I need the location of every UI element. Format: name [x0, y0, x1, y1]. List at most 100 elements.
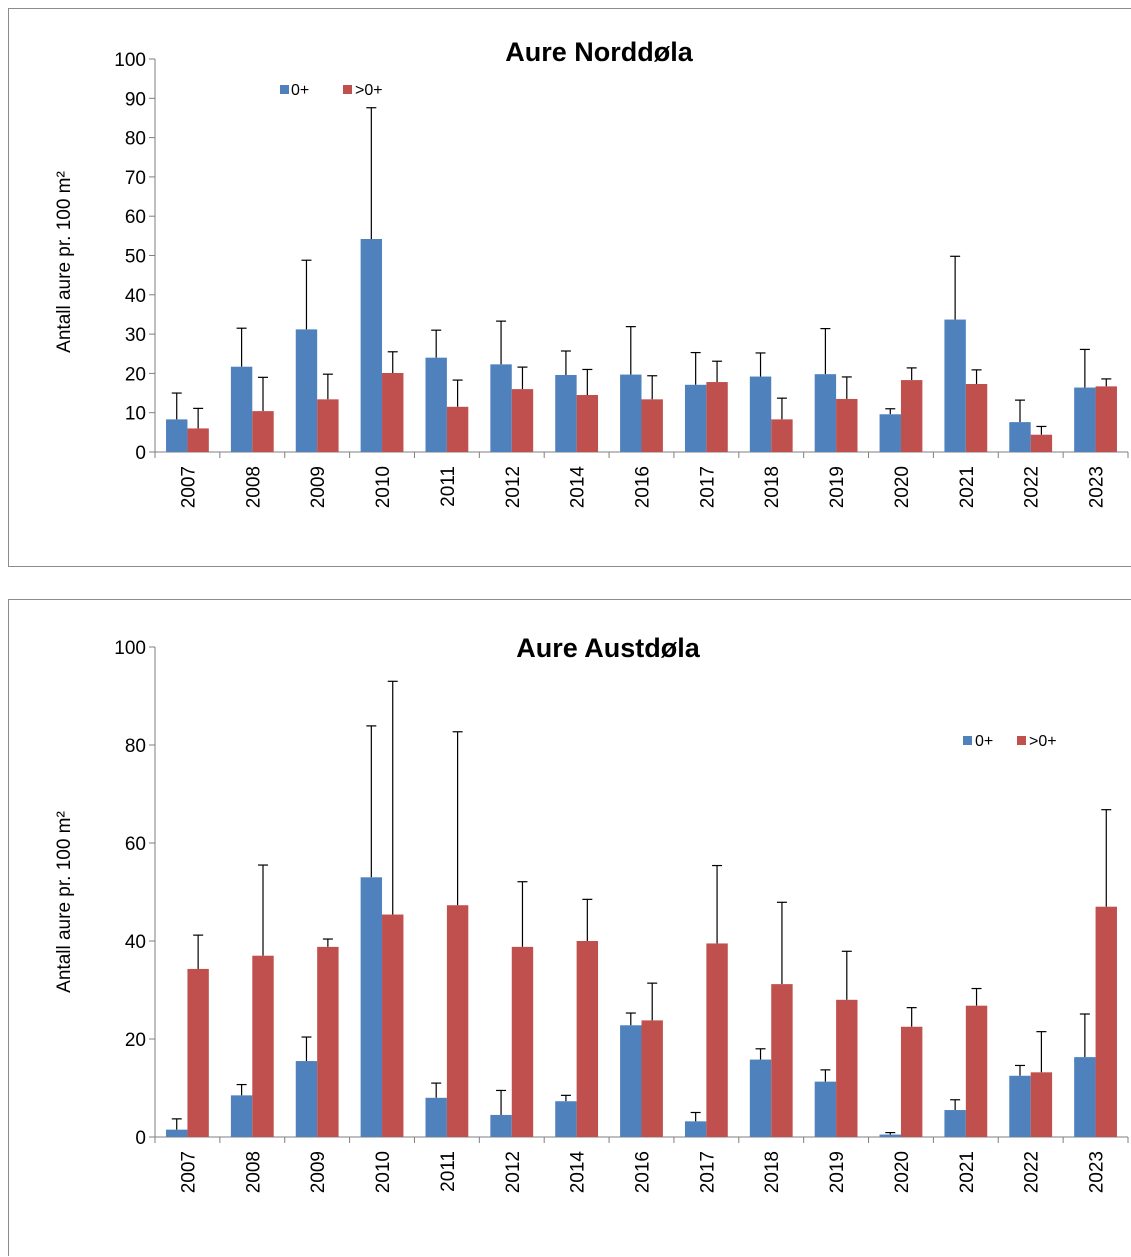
x-tick-label: 2009 [308, 466, 329, 508]
bar [965, 384, 988, 452]
y-axis-label: Antall aure pr. 100 m² [54, 811, 75, 993]
x-tick-label: 2017 [697, 1151, 718, 1193]
bar [187, 968, 209, 1137]
bar [900, 380, 923, 452]
bar [555, 1101, 577, 1137]
bar [814, 374, 837, 452]
y-tick-label: 20 [125, 364, 146, 385]
bar [1095, 386, 1117, 452]
x-tick-label: 2017 [697, 466, 718, 508]
bar [771, 419, 793, 452]
x-tick-label: 2007 [178, 466, 199, 508]
y-tick-label: 100 [114, 638, 146, 659]
y-tick-label: 10 [125, 404, 146, 425]
y-tick-label: 70 [125, 168, 146, 189]
bar [836, 999, 858, 1137]
bar [749, 376, 772, 452]
bar [576, 941, 599, 1137]
bar [620, 1025, 642, 1137]
bar [166, 1129, 188, 1137]
y-tick-label: 40 [125, 932, 146, 953]
bar [965, 1005, 988, 1137]
bar [706, 943, 728, 1137]
bar [511, 389, 534, 452]
y-tick-label: 40 [125, 286, 146, 307]
x-tick-label: 2020 [892, 466, 913, 508]
bar [317, 399, 339, 452]
bar [360, 238, 383, 452]
x-tick-label: 2022 [1022, 466, 1043, 508]
bar [317, 946, 339, 1137]
y-axis-label: Antall aure pr. 100 m² [54, 171, 75, 353]
x-tick-label: 2022 [1022, 1151, 1043, 1193]
legend-label-0: 0+ [291, 82, 309, 99]
legend-label-0: 0+ [975, 733, 993, 750]
x-tick-label: 2019 [827, 1151, 848, 1193]
legend-swatch-1 [1017, 736, 1026, 745]
y-tick-label: 60 [125, 834, 146, 855]
bar [230, 1095, 253, 1137]
legend-label-1: >0+ [1029, 733, 1057, 750]
chart-panel-austdola: Aure Austdøla Antall aure pr. 100 m² 0+ … [8, 599, 1131, 1256]
bar [620, 374, 642, 452]
bar [1030, 1072, 1053, 1137]
bar [252, 411, 274, 452]
bar [382, 373, 404, 452]
legend-swatch-0 [280, 85, 289, 94]
x-tick-label: 2019 [827, 466, 848, 508]
y-tick-label: 0 [135, 1128, 146, 1149]
x-tick-label: 2012 [503, 1151, 524, 1193]
bar [684, 384, 707, 452]
y-tick-label: 60 [125, 207, 146, 228]
bar [749, 1059, 772, 1137]
bar [706, 382, 728, 452]
legend-label-1: >0+ [355, 82, 383, 99]
x-tick-label: 2007 [178, 1151, 199, 1193]
plot-area: 0 10 20 30 40 50 60 70 80 90 100 2007 2008 2009 2010 20… [114, 50, 1129, 509]
bar [511, 946, 534, 1137]
y-tick-label: 30 [125, 325, 146, 346]
x-tick-label: 2011 [438, 1151, 459, 1192]
bar [1009, 422, 1031, 452]
y-tick-label: 80 [125, 736, 146, 757]
chart-austdola: Aure Austdøla Antall aure pr. 100 m² 0+ … [54, 633, 1129, 1194]
bar [576, 395, 599, 452]
bar [446, 905, 469, 1137]
x-tick-label: 2010 [373, 1151, 394, 1193]
bar [1030, 434, 1053, 452]
y-tick-label: 0 [135, 443, 146, 464]
bar [944, 319, 966, 452]
bar [295, 1061, 318, 1137]
plot-area: 0 20 40 60 80 100 2007 2008 2009 2010 2011 2012 2014… [114, 638, 1129, 1194]
chart-panel-norddola: Aure Norddøla Antall aure pr. 100 m² 0+ … [8, 8, 1131, 567]
bar [490, 364, 512, 452]
x-tick-label: 2018 [762, 466, 783, 508]
bar [166, 419, 188, 452]
x-tick-label: 2010 [373, 466, 394, 508]
bar [641, 1020, 663, 1137]
bar [295, 329, 318, 452]
x-tick-label: 2014 [568, 1151, 589, 1194]
x-tick-label: 2021 [957, 1151, 978, 1193]
bar [1074, 387, 1096, 452]
x-tick-label: 2016 [633, 466, 654, 508]
chart-title: Aure Austdøla [516, 633, 700, 663]
x-tick-label: 2018 [762, 1151, 783, 1193]
chart-norddola: Aure Norddøla Antall aure pr. 100 m² 0+ … [54, 37, 1129, 509]
x-tick-label: 2014 [568, 466, 589, 509]
x-tick-label: 2009 [308, 1151, 329, 1193]
bar [771, 984, 793, 1137]
bar [836, 398, 858, 452]
bar [187, 428, 209, 452]
legend: 0+ >0+ [963, 733, 1057, 750]
x-tick-label: 2023 [1087, 466, 1108, 508]
bar [1009, 1075, 1031, 1137]
bar [490, 1114, 512, 1137]
bar [425, 357, 447, 452]
x-tick-label: 2020 [892, 1151, 913, 1193]
legend-swatch-1 [343, 85, 352, 94]
x-tick-label: 2023 [1087, 1151, 1108, 1193]
x-tick-label: 2008 [243, 466, 264, 508]
bar [879, 1134, 901, 1137]
y-tick-label: 20 [125, 1030, 146, 1051]
